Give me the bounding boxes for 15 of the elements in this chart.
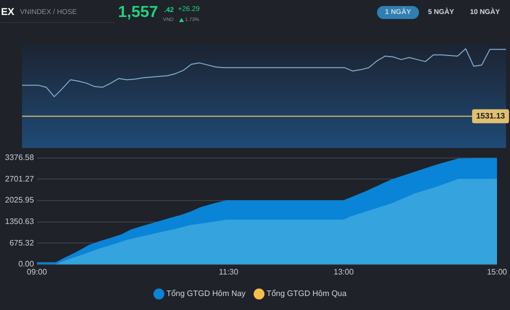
- x-tick-label: 13:00: [334, 267, 354, 276]
- y-tick-label: 0.00: [18, 260, 34, 269]
- y-tick-label: 3376.58: [4, 153, 34, 162]
- text: 1,557: [118, 4, 158, 22]
- x-tick-label: 11:30: [218, 267, 239, 276]
- y-tick-label: 675.32: [9, 238, 34, 248]
- y-tick-label: 2701.27: [4, 174, 34, 184]
- annotation: 1531.13: [476, 111, 506, 120]
- y-tick-label: 2025.95: [4, 196, 34, 205]
- legend-label: Tổng GTGD Hôm Nay: [166, 289, 246, 298]
- x-tick-label: 15:00: [486, 267, 508, 276]
- y-tick-label: 1350.63: [4, 216, 34, 226]
- text: EX: [1, 7, 14, 18]
- legend-label: Tổng GTGD Hôm Qua: [266, 289, 348, 298]
- x-tick-label: 09:00: [26, 267, 48, 276]
